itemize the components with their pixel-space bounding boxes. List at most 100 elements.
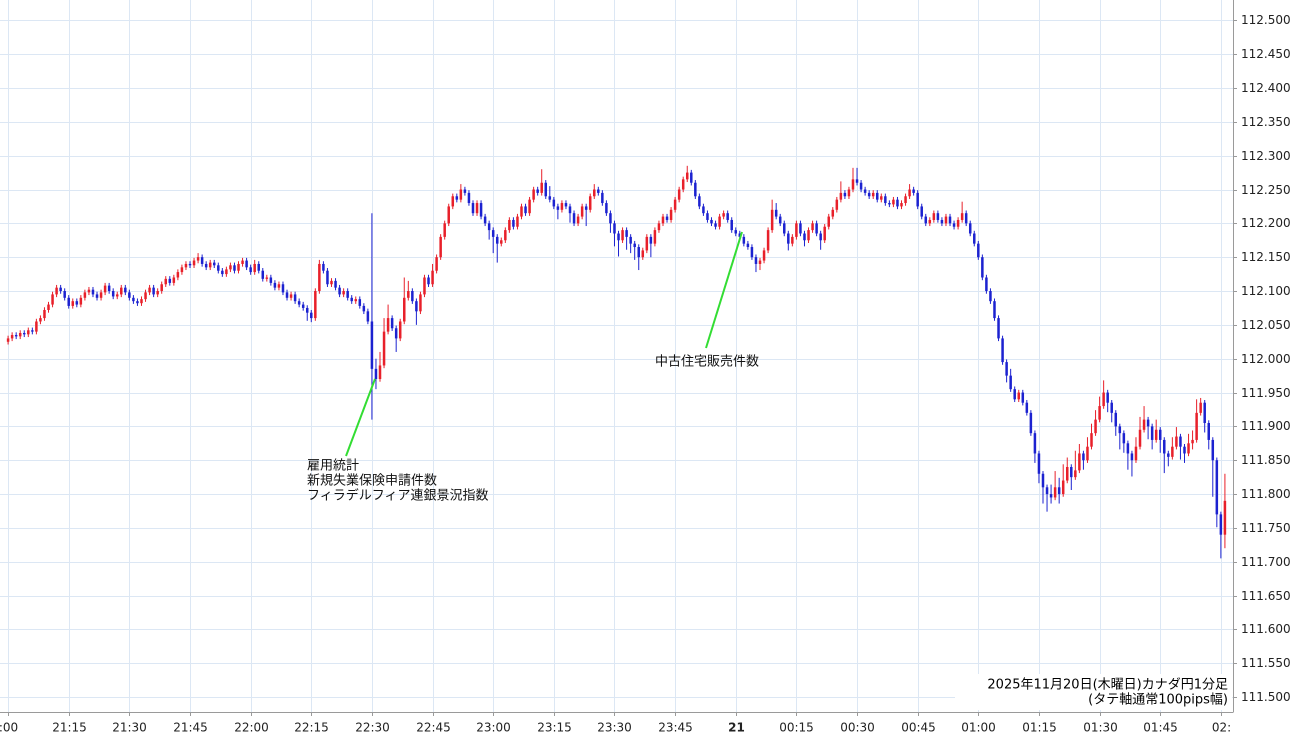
- candle-body: [1150, 426, 1154, 440]
- candle-body: [993, 301, 996, 319]
- candle-body: [31, 330, 34, 332]
- candle-body: [677, 189, 681, 200]
- candle-body: [863, 189, 867, 193]
- candle-body: [524, 206, 527, 214]
- candle-body: [285, 292, 289, 298]
- candle-body: [1021, 392, 1025, 403]
- candle-body: [516, 216, 519, 227]
- candle-body: [293, 294, 297, 302]
- candle-body: [681, 179, 685, 190]
- candle-body: [791, 236, 794, 244]
- candle-body: [888, 203, 891, 205]
- candle-body: [1106, 392, 1109, 403]
- x-tick-label: 22:00: [234, 721, 269, 735]
- x-tick-label: 01:45: [1143, 721, 1178, 735]
- candle-body: [1219, 514, 1223, 535]
- candle-body: [245, 260, 248, 268]
- candle-body: [176, 272, 180, 278]
- candle-body: [783, 223, 786, 234]
- candle-body: [661, 216, 665, 224]
- candle-body: [1017, 392, 1020, 400]
- candle-body: [229, 265, 232, 270]
- candle-body: [411, 291, 414, 302]
- candle-body: [51, 294, 54, 305]
- candle-body: [823, 226, 826, 241]
- candle-body: [213, 262, 216, 266]
- candle-body: [334, 280, 337, 288]
- candle-body: [520, 206, 523, 217]
- y-tick-label: 112.200: [1241, 216, 1291, 230]
- candle-body: [584, 206, 588, 210]
- candle-body: [403, 297, 406, 322]
- candle-body: [390, 318, 394, 329]
- candle-body: [960, 213, 964, 220]
- candle-body: [770, 209, 774, 231]
- candle-body: [1134, 446, 1138, 461]
- candle-body: [257, 263, 260, 271]
- candle-body: [641, 250, 645, 258]
- candle-body: [819, 233, 822, 241]
- candle-body: [107, 285, 111, 292]
- candle-body: [536, 189, 539, 193]
- candle-body: [378, 365, 382, 380]
- candle-body: [281, 284, 285, 293]
- candle-body: [633, 243, 636, 248]
- candle-body: [952, 223, 956, 227]
- candle-body: [241, 260, 244, 264]
- candle-body: [358, 299, 362, 306]
- y-tick-label: 111.700: [1241, 555, 1291, 569]
- annotation-leader: [345, 378, 376, 457]
- candle-body: [1005, 362, 1008, 376]
- candle-body: [398, 321, 402, 339]
- candle-body: [920, 206, 923, 217]
- candle-body: [427, 277, 430, 285]
- y-tick-label: 112.450: [1241, 47, 1291, 61]
- candle-body: [382, 331, 386, 366]
- candle-body: [407, 291, 410, 298]
- candle-body: [314, 291, 317, 319]
- candle-body: [23, 332, 26, 335]
- axes: 111.500 111.550 111.600 111.650 111.700 111.7…: [0, 13, 1291, 735]
- candle-body: [968, 223, 972, 234]
- candle-body: [249, 267, 252, 273]
- candle-body: [1029, 412, 1033, 434]
- candle-body: [447, 206, 450, 224]
- candle-body: [754, 257, 758, 264]
- y-tick-label: 112.400: [1241, 81, 1291, 95]
- candle-body: [120, 287, 123, 295]
- candles: [6, 165, 1227, 559]
- candle-body: [1001, 338, 1004, 363]
- candle-body: [956, 219, 960, 227]
- candle-body: [1078, 453, 1081, 471]
- candle-body: [366, 311, 370, 322]
- candle-body: [1138, 429, 1142, 447]
- candle-body: [273, 282, 277, 288]
- y-tick-label: 111.900: [1241, 419, 1291, 433]
- candle-body: [200, 257, 204, 264]
- candle-body: [152, 287, 155, 295]
- candle-body: [750, 247, 754, 258]
- x-tick-label: 22:45: [416, 721, 451, 735]
- x-tick-label: 21: [728, 721, 745, 735]
- x-tick-label: 02:: [1212, 721, 1231, 735]
- candle-body: [706, 213, 709, 220]
- candle-body: [491, 230, 495, 237]
- candle-body: [867, 192, 871, 197]
- candle-body: [310, 312, 313, 319]
- candle-body: [588, 196, 592, 210]
- candle-body: [261, 270, 265, 279]
- candle-body: [508, 219, 511, 231]
- candle-body: [443, 223, 446, 237]
- candle-body: [532, 189, 535, 200]
- candle-body: [322, 263, 325, 271]
- candle-body: [690, 172, 693, 183]
- candle-body: [977, 243, 980, 258]
- candle-body: [1025, 402, 1029, 413]
- candle-body: [855, 179, 859, 183]
- x-tick-label: 23:45: [658, 721, 693, 735]
- candle-body: [338, 287, 341, 295]
- y-tick-label: 111.500: [1241, 690, 1291, 704]
- x-tick-label: 22:30: [355, 721, 390, 735]
- candle-body: [774, 209, 778, 217]
- candle-body: [540, 182, 543, 193]
